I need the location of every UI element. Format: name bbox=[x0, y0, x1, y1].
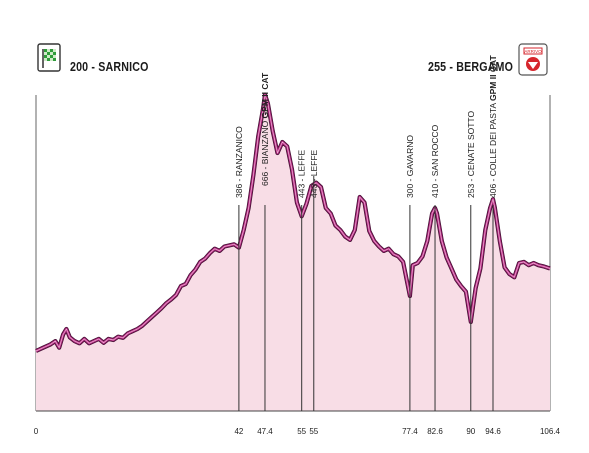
start-location: 200 - SARNICO bbox=[70, 59, 149, 74]
x-tick-label: 0 bbox=[34, 427, 39, 436]
x-tick-label: 47.4 bbox=[257, 427, 273, 436]
waypoint-label: 666 - BIANZANO GPM II CAT bbox=[260, 72, 270, 186]
profile-area bbox=[36, 94, 550, 411]
waypoint-label: 300 - GAVARNO bbox=[405, 135, 415, 198]
x-tick-label: 82.6 bbox=[427, 427, 443, 436]
arrivo-label: ARRIVO bbox=[524, 49, 542, 54]
waypoint-label: 386 - RANZANICO bbox=[234, 126, 244, 198]
waypoint-label: 406 - COLLE DEI PASTA GPM II CAT bbox=[488, 55, 498, 198]
waypoint-label: 253 - CENATE SOTTO bbox=[466, 111, 476, 198]
arrivo-sign-icon: ARRIVO bbox=[518, 43, 548, 76]
x-tick-label: 77.4 bbox=[402, 427, 418, 436]
x-tick-label: 55 bbox=[309, 427, 318, 436]
x-tick-label: 106.4 bbox=[540, 427, 561, 436]
x-tick-label: 55 bbox=[297, 427, 306, 436]
x-tick-label: 90 bbox=[466, 427, 475, 436]
waypoint-label: 410 - SAN ROCCO bbox=[430, 124, 440, 198]
profile-line-highlight bbox=[35, 94, 551, 352]
waypoint-label: 443 - LEFFE bbox=[297, 149, 307, 198]
checkered-flag-icon bbox=[37, 43, 61, 72]
waypoint-label: 443 - LEFFE bbox=[309, 149, 319, 198]
x-tick-label: 94.6 bbox=[485, 427, 501, 436]
x-tick-label: 42 bbox=[234, 427, 243, 436]
finish-location: 255 - BERGAMO bbox=[428, 59, 514, 74]
